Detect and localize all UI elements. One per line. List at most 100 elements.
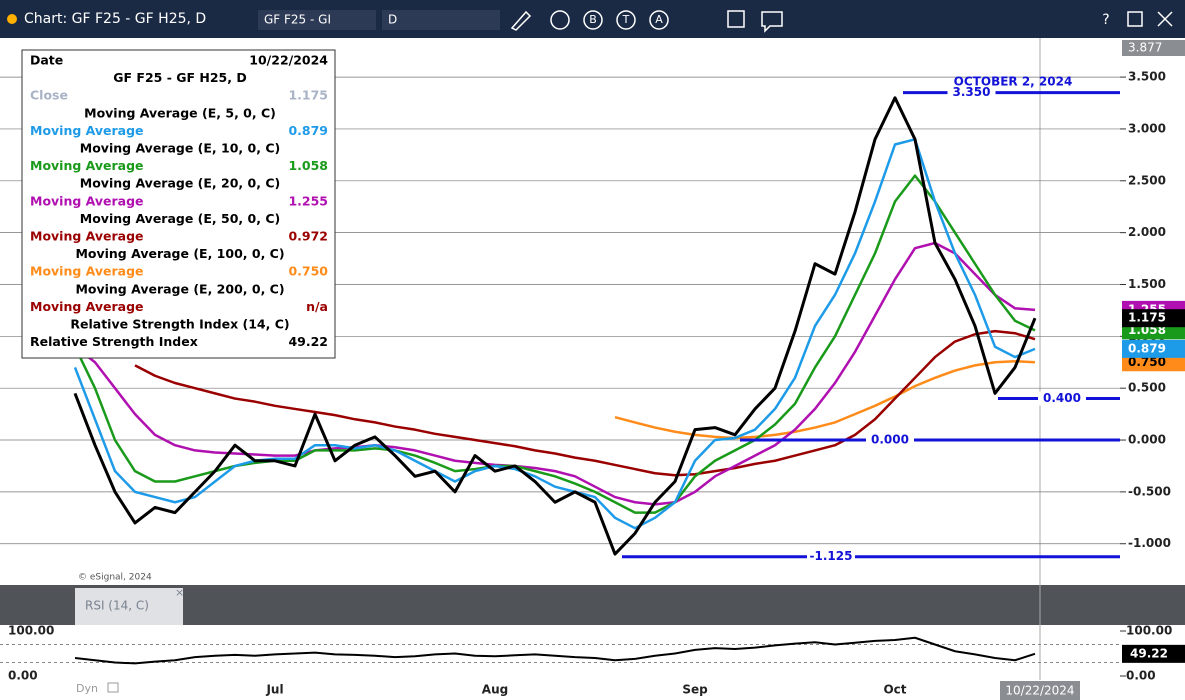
y-tick-label: 3.000 [1128, 121, 1166, 135]
symbol-input[interactable] [258, 10, 376, 30]
series-line [74, 241, 1036, 506]
series-line [614, 359, 1036, 440]
data-window [21, 49, 336, 359]
study-heading: Moving Average (E, 5, 0, C) [84, 105, 276, 120]
study-heading: Moving Average (E, 10, 0, C) [80, 141, 280, 156]
toolbar-icons [510, 10, 1173, 33]
dyn-label: Dyn [76, 682, 98, 695]
y-tick-label: 2.500 [1128, 173, 1166, 187]
row-label: Moving Average [30, 193, 144, 208]
row-value: 1.255 [288, 193, 328, 208]
series-line [74, 636, 1036, 665]
row-label: Moving Average [30, 264, 144, 279]
level-label: 0.000 [871, 433, 909, 447]
symbol: GF F25 - GF H25, D [113, 70, 246, 85]
series-line [73, 96, 1037, 556]
tool-t[interactable] [616, 10, 636, 30]
symbol-input-text: GF F25 - GI [264, 13, 331, 27]
tool-letter: T [622, 13, 630, 26]
y-tick-label-left: 100.00 [8, 624, 54, 638]
level-label: 0.400 [1043, 391, 1081, 405]
x-tick-label: Sep [682, 683, 708, 697]
x-tick-label: Aug [482, 683, 508, 697]
y-tick-label: 0.500 [1128, 381, 1166, 395]
app-icon [7, 14, 17, 24]
y-max-label: 3.877 [1128, 41, 1162, 55]
tool-a[interactable] [649, 10, 669, 30]
level-label: 3.350 [953, 85, 991, 99]
y-tick-label: 0.00 [1126, 669, 1156, 683]
row-value: 1.175 [288, 88, 328, 103]
row-value: 0.750 [288, 264, 328, 279]
close-icon[interactable] [1157, 11, 1173, 27]
row-label: Close [30, 88, 68, 103]
cursor-date: 10/22/2024 [1005, 684, 1074, 698]
comment-icon[interactable] [761, 11, 783, 33]
pane-tab-label: RSI (14, C) [85, 599, 149, 613]
row-value: n/a [306, 299, 328, 314]
level-label-bg [947, 85, 996, 100]
y-max-badge [1122, 40, 1185, 56]
cycle-icon[interactable] [550, 10, 570, 30]
study-heading: Moving Average (E, 200, 0, C) [75, 281, 284, 296]
annotation: OCTOBER 2, 2024 [954, 75, 1073, 89]
x-tick-label: Jul [265, 683, 283, 697]
popout-icon[interactable] [1127, 11, 1143, 27]
study-heading: Moving Average (E, 50, 0, C) [80, 211, 280, 226]
date-label: Date [30, 53, 63, 68]
value-badge [1122, 309, 1185, 328]
row-value: 0.972 [288, 229, 328, 244]
watermark: © eSignal, 2024 [78, 573, 152, 583]
level-label-bg [1038, 391, 1086, 406]
plot-layer: -1.000-0.5000.0000.5001.0001.5002.0002.5… [0, 40, 1185, 697]
row-label: Relative Strength Index [30, 334, 198, 349]
y-tick-label: 100.00 [1126, 624, 1172, 638]
pane-tab-close[interactable]: × [175, 586, 184, 599]
row-value: 1.058 [288, 158, 328, 173]
y-tick-label: 1.500 [1128, 277, 1166, 291]
pane-tab[interactable] [75, 588, 183, 625]
lock-icon[interactable] [107, 682, 119, 693]
date-value: 10/22/2024 [249, 53, 328, 68]
study-heading: Moving Average (E, 100, 0, C) [75, 246, 284, 261]
y-tick-label: -0.500 [1128, 484, 1171, 498]
study-heading: Relative Strength Index (14, C) [70, 317, 289, 332]
y-tick-label-left: 0.00 [8, 669, 38, 683]
row-label: Moving Average [30, 299, 144, 314]
pane-header [0, 585, 1185, 625]
value-badge-label: 0.750 [1128, 355, 1166, 369]
y-tick-label: 3.500 [1128, 70, 1166, 84]
series-line [134, 329, 1036, 477]
tool-b[interactable] [583, 10, 603, 30]
level-label-bg [807, 549, 855, 564]
title-bar [0, 0, 1185, 38]
interval-input-text: D [388, 13, 397, 27]
row-label: Moving Average [30, 229, 144, 244]
level-label: -1.125 [810, 549, 853, 563]
tool-letter: A [655, 13, 663, 26]
value-badge [1122, 339, 1185, 358]
study-heading: Moving Average (E, 20, 0, C) [80, 176, 280, 191]
y-tick-label: 0.000 [1128, 433, 1166, 447]
x-tick-label: Oct [883, 683, 906, 697]
row-label: Moving Average [30, 158, 144, 173]
row-value: 0.879 [288, 123, 328, 138]
value-badge-label: 1.175 [1128, 311, 1166, 325]
interval-input[interactable] [382, 10, 500, 30]
row-label: Moving Average [30, 123, 144, 138]
row-value: 49.22 [288, 334, 328, 349]
pencil-icon[interactable] [510, 10, 532, 31]
window-title: Chart: GF F25 - GF H25, D [24, 11, 206, 27]
edit-icon[interactable] [727, 10, 745, 28]
y-tick-label: -1.000 [1128, 536, 1171, 550]
level-label-bg [866, 433, 914, 448]
help-button[interactable]: ? [1102, 12, 1109, 28]
tool-letter: B [589, 13, 597, 26]
y-tick-label: 2.000 [1128, 225, 1166, 239]
value-badge-label: 0.879 [1128, 341, 1166, 355]
value-badge-label: 49.22 [1130, 646, 1168, 660]
value-badge [1122, 644, 1185, 663]
